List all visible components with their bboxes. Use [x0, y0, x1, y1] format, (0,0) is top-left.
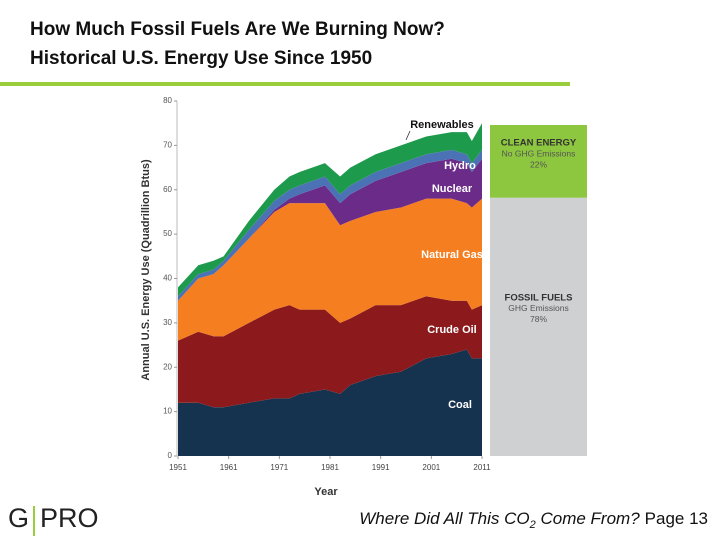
series-label: Natural Gas	[421, 249, 483, 261]
series-label: Coal	[448, 399, 472, 411]
logo-divider	[33, 506, 35, 536]
y-tick-label: 40	[163, 274, 172, 283]
footer-sub: 2	[529, 519, 536, 531]
footer-page: Page 13	[645, 509, 708, 528]
x-tick-label: 1991	[372, 463, 390, 472]
share-name: FOSSIL FUELS	[505, 292, 573, 303]
share-segment	[490, 125, 587, 198]
x-tick-label: 2001	[422, 463, 440, 472]
share-value: 78%	[530, 314, 547, 324]
area	[178, 158, 482, 301]
area	[178, 123, 482, 297]
series-label: Renewables	[410, 119, 474, 131]
share-segment	[490, 197, 587, 456]
x-axis-label: Year	[314, 486, 338, 498]
footer-text: Where Did All This CO	[359, 509, 529, 528]
x-tick-label: 2011	[473, 463, 491, 472]
series-label: Hydro	[444, 160, 476, 172]
logo-left: G	[8, 503, 29, 533]
title-line: Historical U.S. Energy Use Since 1950	[30, 48, 372, 69]
y-axis-label: Annual U.S. Energy Use (Quadrillion Btus…	[140, 159, 152, 381]
y-tick-label: 50	[163, 229, 172, 238]
share-note: GHG Emissions	[508, 303, 568, 313]
logo-right: PRO	[40, 503, 99, 533]
y-tick-label: 30	[163, 318, 172, 327]
title-line: How Much Fossil Fuels Are We Burning Now…	[30, 19, 445, 40]
title-rule	[0, 82, 570, 86]
y-tick-label: 0	[168, 451, 173, 460]
leader	[405, 130, 411, 141]
x-tick-label: 1961	[220, 463, 238, 472]
x-tick-label: 1951	[169, 463, 187, 472]
y-tick-label: 80	[163, 96, 172, 105]
area	[178, 349, 482, 456]
share-note: No GHG Emissions	[502, 148, 576, 158]
area	[178, 296, 482, 408]
footer: Where Did All This CO2 Come From? Page 13	[359, 509, 708, 530]
x-tick-label: 1981	[321, 463, 339, 472]
y-tick-label: 70	[163, 140, 172, 149]
share-value: 22%	[530, 159, 547, 169]
y-tick-label: 60	[163, 185, 172, 194]
y-tick-label: 20	[163, 362, 172, 371]
y-tick-label: 10	[163, 407, 172, 416]
series-label: Crude Oil	[427, 324, 477, 336]
footer-text: Come From?	[536, 509, 640, 528]
share-name: CLEAN ENERGY	[501, 138, 577, 149]
series-label: Nuclear	[432, 183, 473, 195]
area	[178, 198, 482, 341]
x-tick-label: 1971	[270, 463, 288, 472]
